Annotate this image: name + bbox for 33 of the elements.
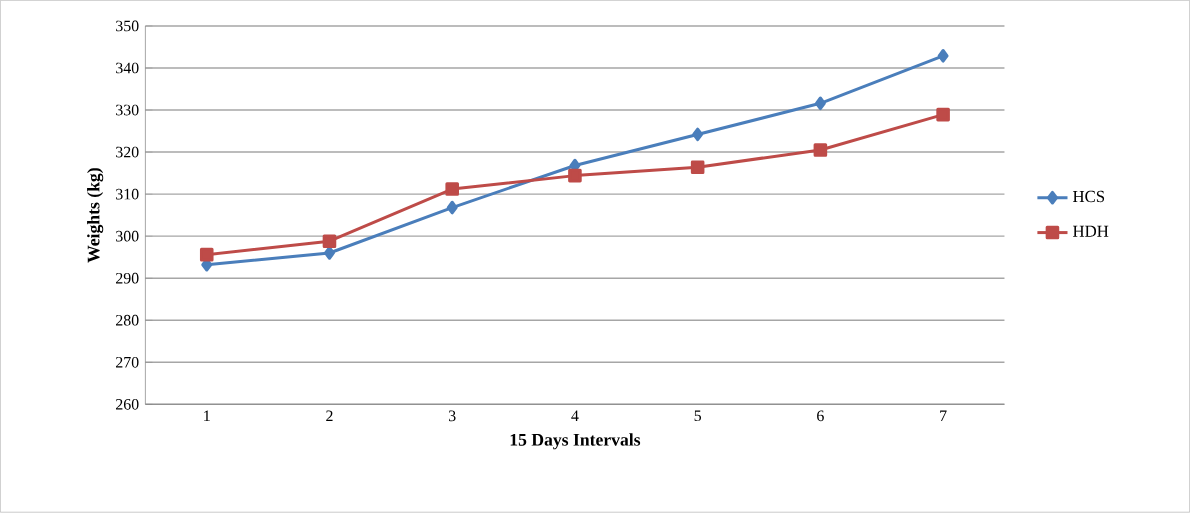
y-axis-title: Weights (kg) [87,168,104,263]
point [568,169,582,183]
y-tick-label: 300 [116,231,139,242]
point [813,143,828,157]
point [322,234,337,249]
point [446,200,458,215]
point [814,96,826,111]
point [936,108,950,122]
y-tick-label: 320 [116,146,139,158]
y-tick-label: 340 [116,62,139,74]
point [445,182,459,197]
y-tick-label: 280 [116,315,139,326]
y-tick-label: 290 [116,273,139,284]
y-tick-label: 350 [116,20,139,32]
point [690,160,705,175]
x-tick-label: 7 [940,410,947,422]
legend-label: HCS [1073,191,1105,203]
legend-label: HDH [1073,225,1109,237]
point [692,127,704,142]
y-tick-label: 310 [116,188,139,200]
x-tick-label: 2 [326,410,333,422]
x-tick-label: 6 [817,410,824,422]
y-tick-label: 270 [116,357,139,368]
x-axis-title: 15 Days Intervals [510,433,641,450]
point [937,49,949,63]
x-tick-label: 3 [448,410,456,422]
point [199,248,214,262]
point [324,246,335,260]
y-tick-label: 260 [116,399,139,410]
x-tick-label: 1 [204,410,210,422]
y-tick-label: 330 [116,104,139,116]
x-tick-label: 4 [571,410,579,422]
x-tick-label: 5 [694,410,702,422]
